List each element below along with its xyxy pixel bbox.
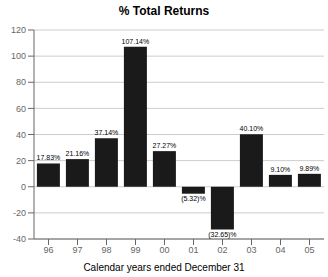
svg-text:37.14%: 37.14% xyxy=(95,129,119,136)
svg-text:100: 100 xyxy=(11,51,26,61)
svg-text:05: 05 xyxy=(304,245,314,255)
svg-text:(5.32)%: (5.32)% xyxy=(181,195,206,203)
html-text:Calendar years ended December: Calendar years ended December 31 xyxy=(83,262,245,273)
svg-text:80: 80 xyxy=(16,77,26,87)
svg-text:20: 20 xyxy=(16,156,26,166)
svg-text:0: 0 xyxy=(21,182,26,192)
svg-text:97: 97 xyxy=(72,245,82,255)
svg-text:-40: -40 xyxy=(13,234,26,244)
svg-text:(32.65)%: (32.65)% xyxy=(208,231,236,239)
svg-text:60: 60 xyxy=(16,104,26,114)
svg-text:04: 04 xyxy=(275,245,285,255)
svg-text:9.10%: 9.10% xyxy=(270,166,290,173)
svg-text:02: 02 xyxy=(217,245,227,255)
svg-text:96: 96 xyxy=(43,245,53,255)
svg-text:01: 01 xyxy=(188,245,198,255)
svg-text:00: 00 xyxy=(159,245,169,255)
svg-text:40.10%: 40.10% xyxy=(240,125,264,132)
svg-text:107.14%: 107.14% xyxy=(122,38,150,45)
svg-text:21.16%: 21.16% xyxy=(66,150,90,157)
svg-text:9.89%: 9.89% xyxy=(299,165,319,172)
svg-text:27.27%: 27.27% xyxy=(153,142,177,149)
svg-text:98: 98 xyxy=(101,245,111,255)
svg-text:-20: -20 xyxy=(13,208,26,218)
html-text:% Total Returns: % Total Returns xyxy=(118,4,210,18)
svg-text:99: 99 xyxy=(130,245,140,255)
svg-text:03: 03 xyxy=(246,245,256,255)
svg-text:120: 120 xyxy=(11,25,26,35)
svg-text:17.83%: 17.83% xyxy=(37,154,61,161)
svg-text:40: 40 xyxy=(16,130,26,140)
